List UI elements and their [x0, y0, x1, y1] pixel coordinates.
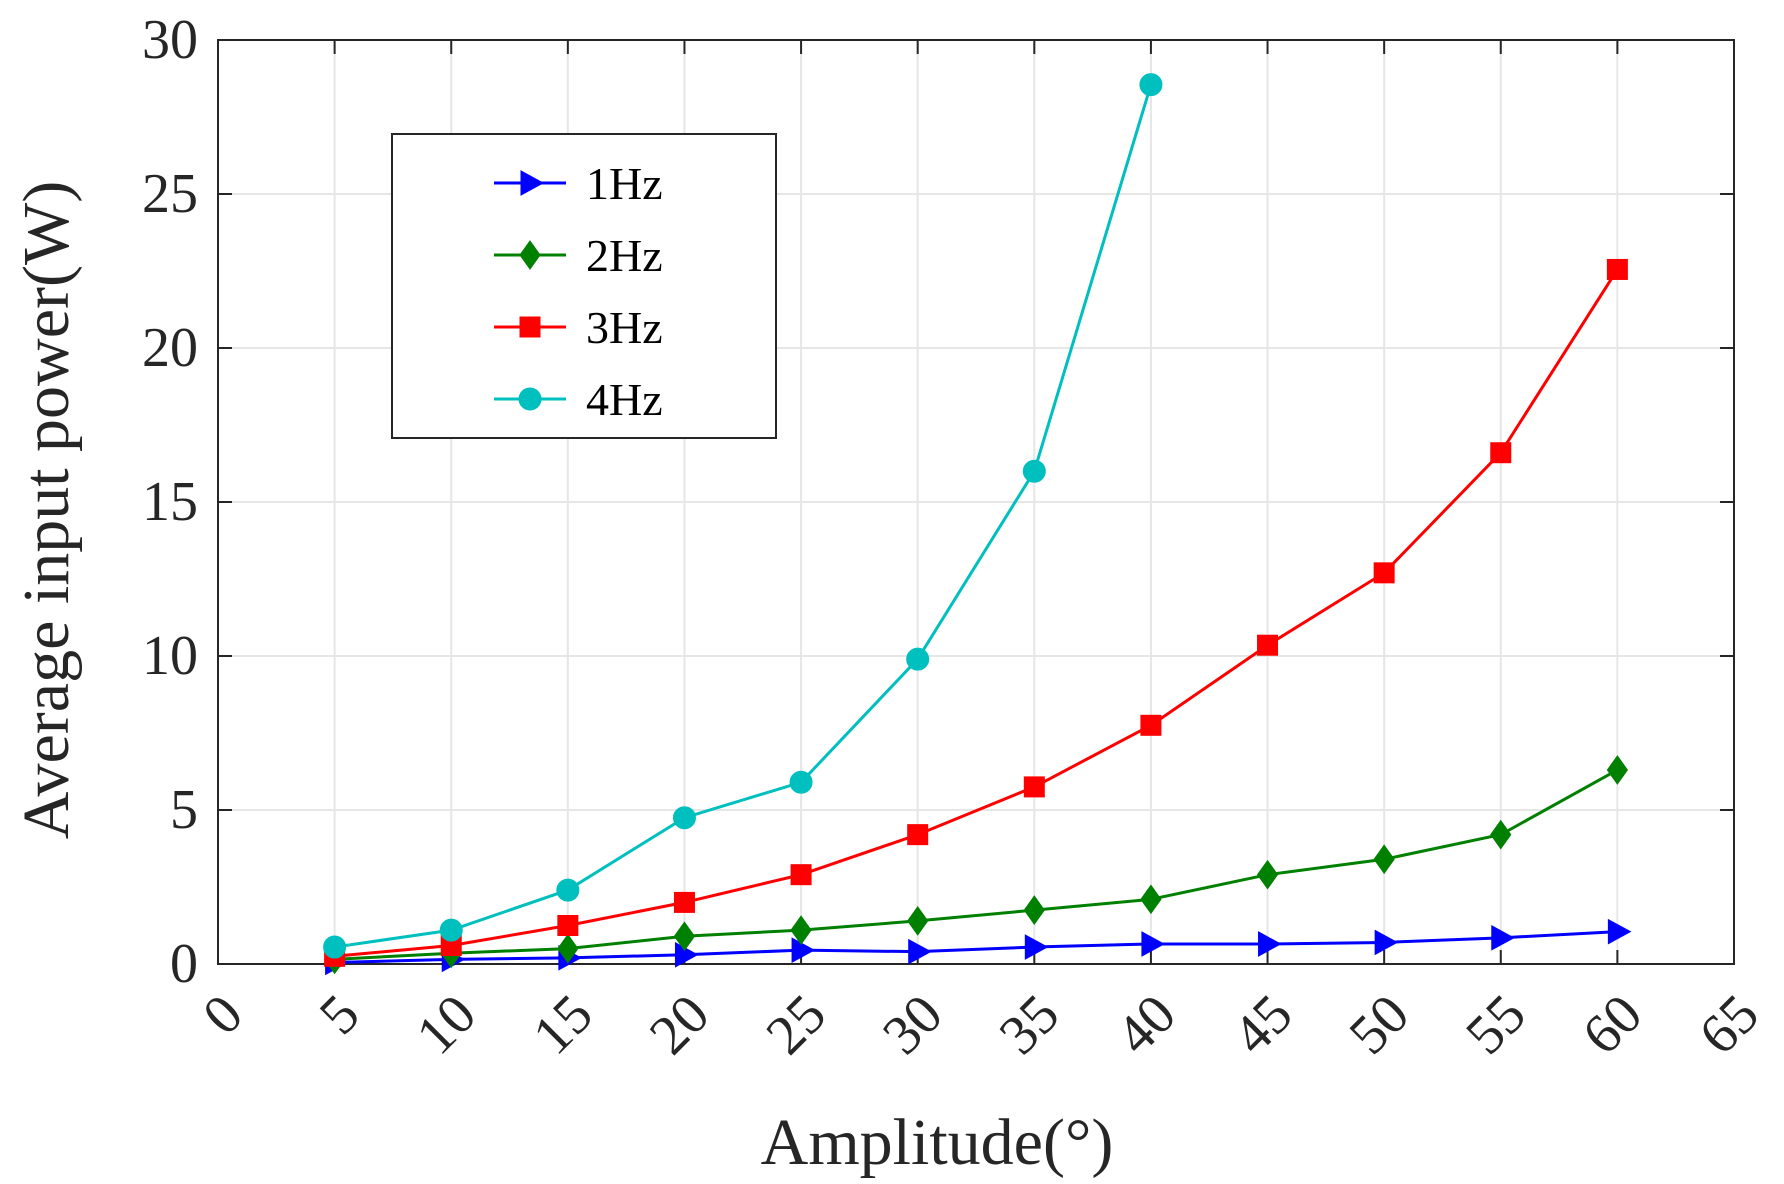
y-tick-label: 0: [170, 933, 198, 995]
data-point: [672, 806, 696, 830]
data-point: [1491, 924, 1515, 951]
data-point: [1606, 258, 1628, 280]
data-point: [673, 891, 695, 913]
data-point: [673, 921, 696, 952]
data-point: [439, 918, 463, 942]
data-point: [1257, 634, 1279, 656]
series-line: [334, 84, 1153, 949]
data-point: [557, 915, 579, 936]
data-point: [556, 878, 580, 902]
legend-label: 4Hz: [586, 374, 663, 425]
series-3Hz: [324, 258, 1628, 967]
y-tick-label: 20: [142, 317, 198, 379]
legend-entry: 3Hz: [494, 302, 663, 353]
data-point: [1256, 859, 1279, 890]
series-line: [334, 768, 1619, 961]
y-tick-label: 30: [142, 9, 198, 71]
data-point: [1023, 776, 1045, 798]
series-line: [334, 268, 1619, 958]
data-point: [674, 941, 699, 968]
data-point: [323, 935, 347, 959]
legend-label: 1Hz: [586, 158, 663, 209]
data-point: [907, 824, 929, 846]
data-point: [790, 915, 812, 945]
legend-marker: [520, 170, 545, 196]
data-point: [1606, 755, 1628, 785]
series-line: [334, 930, 1618, 964]
data-point: [791, 937, 816, 963]
data-point: [1022, 459, 1046, 483]
x-axis-title: Amplitude(°): [761, 1106, 1114, 1179]
data-point: [1607, 918, 1632, 945]
data-point: [1490, 819, 1512, 850]
y-tick-label: 15: [142, 471, 198, 533]
data-point: [1373, 562, 1395, 584]
series-4Hz: [323, 73, 1163, 959]
series-layer: [323, 73, 1632, 976]
data-point: [789, 770, 813, 794]
data-point: [1258, 931, 1282, 957]
y-axis-title: Average input power(W): [10, 181, 83, 840]
data-point: [557, 933, 579, 964]
data-point: [907, 906, 929, 936]
data-point: [1490, 442, 1512, 464]
legend-marker: [519, 240, 541, 270]
data-point: [1023, 895, 1045, 925]
legend-label: 3Hz: [586, 302, 663, 353]
legend-entry: 2Hz: [494, 230, 663, 281]
data-point: [906, 647, 930, 671]
data-point: [1140, 884, 1162, 915]
legend-entry: 4Hz: [494, 374, 663, 425]
legend-entry: 1Hz: [494, 158, 663, 209]
series-2Hz: [324, 755, 1628, 975]
data-point: [790, 864, 812, 886]
data-point: [1373, 844, 1395, 875]
data-point: [1024, 934, 1049, 960]
y-tick-label: 5: [170, 779, 198, 841]
data-point: [1374, 929, 1399, 956]
legend-marker: [519, 316, 541, 338]
y-axis-ticks: 0 5 10 15 20 25 30: [142, 9, 1734, 995]
data-point: [1140, 714, 1162, 736]
data-point: [1141, 931, 1165, 957]
y-tick-label: 10: [142, 625, 198, 687]
legend-label: 2Hz: [586, 230, 663, 281]
data-point: [908, 938, 932, 965]
data-point: [1139, 73, 1163, 97]
y-tick-label: 25: [142, 163, 198, 225]
legend-box: [391, 133, 777, 439]
legend-marker: [518, 387, 542, 411]
legend: 1Hz 2Hz 3Hz 4Hz: [391, 133, 777, 439]
